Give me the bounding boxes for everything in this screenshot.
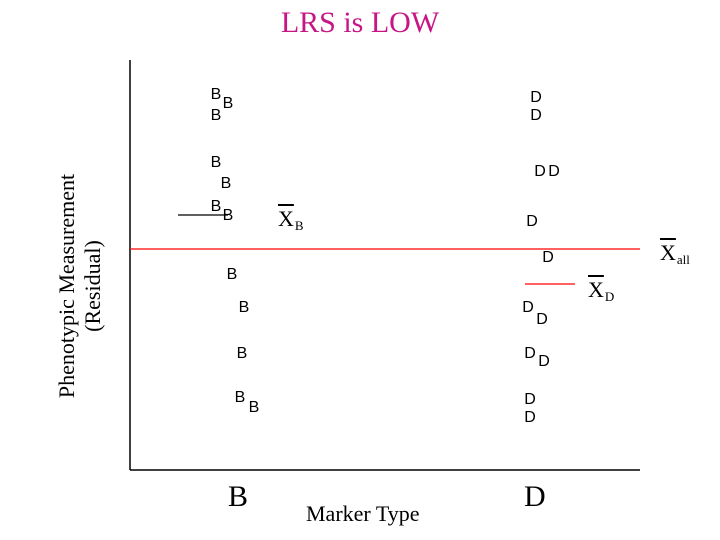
data-point-D: D — [534, 164, 546, 180]
xbar-glyph: X — [660, 240, 676, 266]
data-point-D: D — [530, 90, 542, 106]
data-point-D: D — [524, 392, 536, 408]
x-category-B: B — [228, 480, 248, 514]
data-point-B: B — [223, 96, 234, 112]
data-point-B: B — [211, 108, 222, 124]
data-point-B: B — [223, 208, 234, 224]
x-category-D: D — [524, 480, 546, 514]
data-point-D: D — [548, 164, 560, 180]
data-point-B: B — [211, 155, 222, 171]
data-point-D: D — [526, 214, 538, 230]
data-point-B: B — [211, 87, 222, 103]
data-point-D: D — [542, 250, 554, 266]
axes-svg — [0, 0, 720, 540]
xbar-sub: D — [605, 289, 614, 305]
data-point-B: B — [235, 390, 246, 406]
mean-d-label: X D — [588, 277, 614, 303]
data-point-B: B — [211, 199, 222, 215]
mean-b-label: X B — [278, 206, 304, 232]
xbar-sub: all — [677, 252, 690, 268]
data-point-B: B — [239, 300, 250, 316]
data-point-B: B — [227, 267, 238, 283]
data-point-D: D — [530, 108, 542, 124]
data-point-D: D — [524, 346, 536, 362]
xbar-sub: B — [295, 218, 304, 234]
data-point-D: D — [522, 300, 534, 316]
data-point-D: D — [538, 354, 550, 370]
data-point-B: B — [249, 400, 260, 416]
mean-all-label: X all — [660, 240, 690, 266]
x-axis-label: Marker Type — [306, 501, 420, 527]
xbar-glyph: X — [588, 277, 604, 303]
data-point-D: D — [536, 312, 548, 328]
data-point-D: D — [524, 410, 536, 426]
chart-container: LRS is LOW Phenotypic Measurement (Resid… — [0, 0, 720, 540]
data-point-B: B — [221, 176, 232, 192]
data-point-B: B — [237, 346, 248, 362]
xbar-glyph: X — [278, 206, 294, 232]
